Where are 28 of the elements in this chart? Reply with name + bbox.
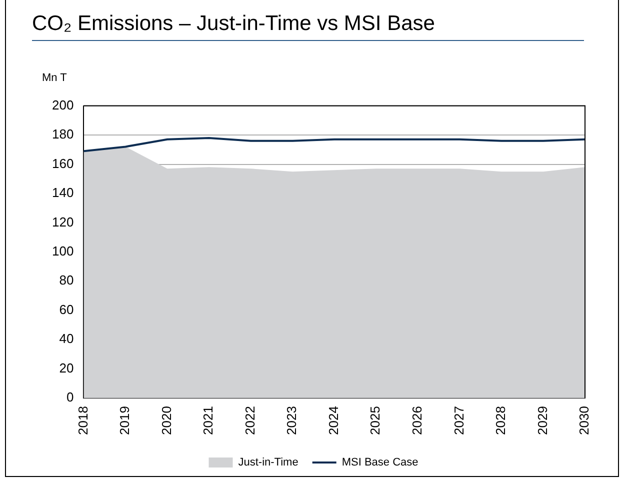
y-tick-label: 80 [59,272,74,288]
x-tick-label: 2023 [284,406,300,435]
x-tick-label: 2028 [493,406,508,435]
legend-label: MSI Base Case [342,456,418,469]
x-tick-label: 2024 [326,406,341,435]
legend-label: Just-in-Time [238,456,298,469]
x-tick-label: 2029 [534,406,550,435]
x-tick-label: 2030 [576,406,592,435]
x-tick-label: 2019 [117,406,132,435]
y-tick-label: 200 [52,97,74,112]
y-tick-label: 180 [52,126,74,142]
y-tick-label: 140 [52,185,74,200]
chart-title: CO₂ Emissions – Just-in-Time vs MSI Base [32,12,435,36]
y-axis-title: Mn T [42,72,67,84]
y-tick-label: 20 [59,360,74,376]
x-tick-label: 2026 [409,406,424,435]
x-tick-label: 2027 [451,406,466,435]
y-tick-label: 40 [59,331,74,346]
y-tick-label: 100 [52,244,74,259]
y-tick-label: 120 [52,214,74,230]
y-tick-label: 60 [59,302,74,317]
y-tick-label: 160 [52,156,74,171]
x-tick-label: 2021 [200,406,216,435]
x-tick-label: 2018 [75,406,90,435]
y-tick-label: 0 [66,390,74,405]
x-tick-label: 2020 [158,406,174,435]
x-tick-label: 2022 [242,406,258,435]
x-tick-label: 2025 [368,406,383,435]
